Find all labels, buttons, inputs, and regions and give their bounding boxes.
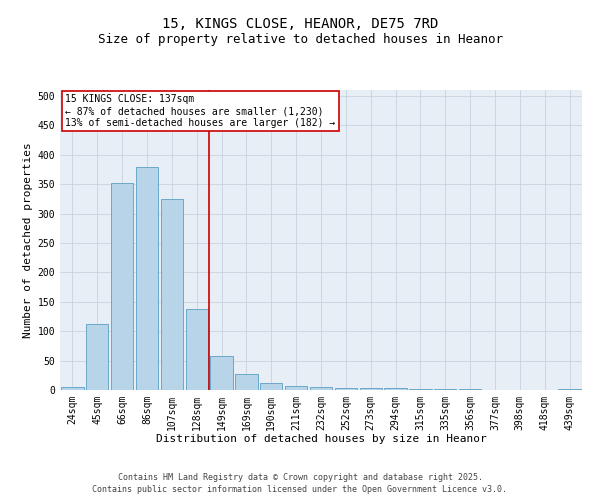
Bar	[359, 388, 382, 390]
Bar	[310, 387, 332, 390]
Y-axis label: Number of detached properties: Number of detached properties	[23, 142, 34, 338]
Bar	[136, 167, 158, 390]
Bar	[409, 389, 431, 390]
Bar	[161, 199, 183, 390]
Text: Contains HM Land Registry data © Crown copyright and database right 2025.
Contai: Contains HM Land Registry data © Crown c…	[92, 472, 508, 494]
Bar	[86, 324, 109, 390]
Bar	[111, 183, 133, 390]
Bar	[260, 383, 283, 390]
Bar	[385, 388, 407, 390]
Bar	[61, 387, 83, 390]
Text: 15, KINGS CLOSE, HEANOR, DE75 7RD: 15, KINGS CLOSE, HEANOR, DE75 7RD	[162, 18, 438, 32]
Bar	[335, 388, 357, 390]
Bar	[185, 310, 208, 390]
Bar	[235, 374, 257, 390]
Bar	[211, 356, 233, 390]
Text: Size of property relative to detached houses in Heanor: Size of property relative to detached ho…	[97, 32, 503, 46]
X-axis label: Distribution of detached houses by size in Heanor: Distribution of detached houses by size …	[155, 434, 487, 444]
Bar	[285, 386, 307, 390]
Text: 15 KINGS CLOSE: 137sqm
← 87% of detached houses are smaller (1,230)
13% of semi-: 15 KINGS CLOSE: 137sqm ← 87% of detached…	[65, 94, 335, 128]
